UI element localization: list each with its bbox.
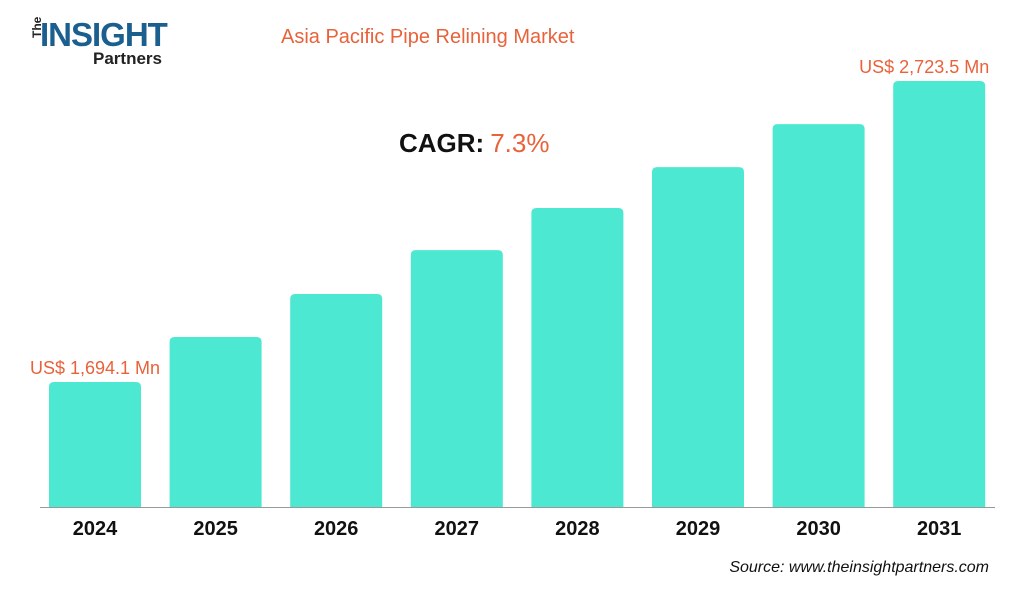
cagr-annotation: CAGR: 7.3%: [399, 128, 549, 159]
the-insight-partners-logo: The INSIGHT Partners: [30, 14, 180, 70]
bar-2029: [652, 167, 744, 507]
bar-2030: [772, 124, 865, 508]
bar-2024: [49, 382, 141, 507]
logo-insight: INSIGHT: [40, 16, 168, 53]
x-tick-label: 2028: [555, 518, 600, 540]
cagr-label: CAGR:: [399, 128, 485, 158]
x-tick-label: 2030: [796, 518, 841, 540]
data-label: US$ 1,694.1 Mn: [30, 358, 160, 378]
data-label: US$ 2,723.5 Mn: [859, 57, 989, 77]
x-tick-label: 2027: [435, 518, 480, 540]
logo-partners: Partners: [93, 49, 162, 68]
cagr-value: 7.3%: [490, 128, 550, 158]
bar-2026: [290, 294, 383, 507]
x-tick-label: 2031: [917, 518, 962, 540]
bar-2031: [893, 81, 986, 507]
x-tick-label: 2024: [73, 518, 118, 540]
bar-2025: [169, 336, 262, 507]
bar-2028: [531, 208, 624, 507]
x-tick-label: 2026: [314, 518, 359, 540]
x-tick-label: 2029: [676, 518, 721, 540]
bar-2027: [410, 250, 503, 507]
chart-title: Asia Pacific Pipe Relining Market: [281, 26, 575, 48]
x-tick-label: 2025: [193, 518, 238, 540]
source-note: Source: www.theinsightpartners.com: [729, 559, 989, 576]
